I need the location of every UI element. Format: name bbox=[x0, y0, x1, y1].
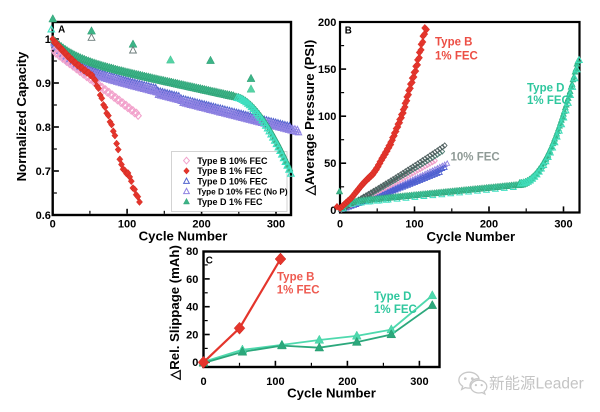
svg-text:100: 100 bbox=[118, 219, 136, 231]
svg-text:Cycle Number: Cycle Number bbox=[426, 229, 515, 244]
svg-text:20: 20 bbox=[186, 329, 198, 341]
svg-text:Type D: Type D bbox=[374, 291, 412, 303]
svg-text:1% FEC: 1% FEC bbox=[527, 95, 570, 107]
svg-text:△Rel. Slippage (mAh): △Rel. Slippage (mAh) bbox=[167, 245, 182, 381]
svg-text:0: 0 bbox=[192, 357, 198, 369]
svg-text:1: 1 bbox=[45, 34, 51, 46]
svg-text:300: 300 bbox=[554, 219, 572, 231]
svg-text:△Average Pressure (PSI): △Average Pressure (PSI) bbox=[302, 40, 317, 197]
svg-text:0: 0 bbox=[330, 205, 336, 217]
svg-text:50: 50 bbox=[324, 158, 336, 170]
svg-text:10% FEC: 10% FEC bbox=[451, 152, 500, 164]
svg-text:Type D 10% FEC: Type D 10% FEC bbox=[197, 176, 268, 186]
svg-text:1% FEC: 1% FEC bbox=[374, 304, 417, 316]
svg-text:Cycle Number: Cycle Number bbox=[287, 386, 376, 401]
svg-text:0: 0 bbox=[50, 219, 56, 231]
svg-text:0: 0 bbox=[200, 376, 206, 388]
svg-text:0.9: 0.9 bbox=[36, 78, 51, 90]
svg-text:A: A bbox=[58, 24, 65, 35]
svg-text:100: 100 bbox=[318, 111, 336, 123]
svg-text:200: 200 bbox=[318, 17, 336, 29]
svg-text:C: C bbox=[206, 255, 213, 266]
svg-text:0.6: 0.6 bbox=[36, 210, 51, 222]
svg-text:Cycle Number: Cycle Number bbox=[139, 229, 228, 244]
svg-text:0.7: 0.7 bbox=[36, 166, 51, 178]
svg-text:新能源Leader: 新能源Leader bbox=[489, 375, 584, 393]
svg-text:100: 100 bbox=[266, 376, 284, 388]
svg-text:200: 200 bbox=[192, 219, 210, 231]
svg-text:60: 60 bbox=[186, 274, 198, 286]
svg-text:Normalized Capacity: Normalized Capacity bbox=[14, 51, 29, 181]
svg-text:Type B: Type B bbox=[277, 272, 315, 284]
svg-text:0.8: 0.8 bbox=[36, 122, 51, 134]
svg-text:Type B: Type B bbox=[435, 37, 473, 49]
svg-text:1% FEC: 1% FEC bbox=[277, 285, 320, 297]
svg-text:1% FEC: 1% FEC bbox=[435, 50, 478, 62]
svg-text:Type D 1% FEC: Type D 1% FEC bbox=[197, 197, 263, 207]
svg-text:300: 300 bbox=[267, 219, 285, 231]
svg-text:300: 300 bbox=[410, 376, 428, 388]
svg-text:Type B 10% FEC: Type B 10% FEC bbox=[197, 156, 268, 166]
svg-text:80: 80 bbox=[186, 246, 198, 258]
svg-text:0: 0 bbox=[337, 219, 343, 231]
svg-text:100: 100 bbox=[405, 219, 423, 231]
svg-text:200: 200 bbox=[480, 219, 498, 231]
svg-text:Type D: Type D bbox=[527, 83, 565, 95]
svg-text:B: B bbox=[345, 26, 352, 37]
svg-text:200: 200 bbox=[338, 376, 356, 388]
svg-text:40: 40 bbox=[186, 302, 198, 314]
svg-text:Type B 1% FEC: Type B 1% FEC bbox=[197, 166, 263, 176]
svg-text:150: 150 bbox=[318, 64, 336, 76]
svg-text:Type D 10% FEC (No P): Type D 10% FEC (No P) bbox=[197, 188, 288, 197]
